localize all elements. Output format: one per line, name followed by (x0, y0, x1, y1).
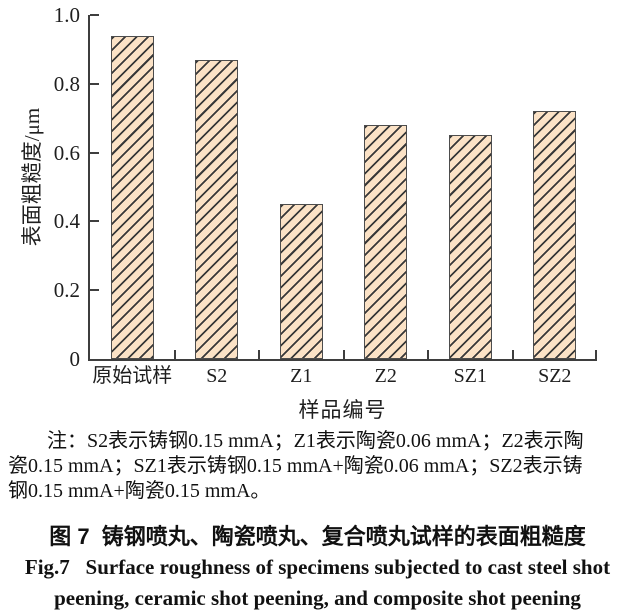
bar-SZ2 (533, 111, 577, 359)
x-tick-3 (342, 350, 345, 359)
caption-english-line-2: peening, ceramic shot peening, and compo… (54, 586, 581, 610)
bar-原始试样 (110, 35, 154, 359)
y-tick-0.4 (90, 220, 99, 223)
x-tick-label-Z1: Z1 (290, 365, 313, 387)
x-tick-4 (427, 350, 429, 359)
note-line-1: 注：S2表示铸钢0.15 mmA；Z1表示陶瓷0.06 mmA；Z2表示陶 (47, 430, 584, 452)
y-tick-label-0.4: 0.4 (53, 209, 80, 234)
note-line-3: 钢0.15 mmA+陶瓷0.15 mmA。 (8, 480, 271, 502)
x-tick-label-原始试样: 原始试样 (92, 365, 173, 387)
figure-note: 注：S2表示铸钢0.15 mmA；Z1表示陶瓷0.06 mmA；Z2表示陶 瓷0… (8, 429, 628, 504)
plot-area (88, 14, 597, 361)
bar-Z1 (279, 204, 323, 359)
y-tick-0.6 (90, 151, 99, 154)
x-tick-6 (595, 350, 597, 359)
y-tick-label-0: 0 (69, 347, 81, 371)
bar-SZ1 (448, 135, 492, 359)
caption-english: Fig.7 Surface roughness of specimens sub… (0, 552, 635, 614)
y-tick-0.8 (90, 82, 99, 85)
y-tick-label-0.8: 0.8 (53, 71, 80, 96)
x-tick-5 (511, 350, 514, 359)
y-tick-0.2 (90, 289, 99, 292)
y-tick-label-0.2: 0.2 (53, 278, 80, 303)
y-tick-label-1.0: 1.0 (53, 3, 80, 27)
caption-chinese: 图 7 铸钢喷丸、陶瓷喷丸、复合喷丸试样的表面粗糙度 (49, 524, 586, 549)
x-tick-label-SZ1: SZ1 (453, 365, 487, 387)
note-line-2: 瓷0.15 mmA；SZ1表示铸钢0.15 mmA+陶瓷0.06 mmA；SZ2… (8, 455, 583, 477)
x-tick-label-SZ2: SZ2 (538, 365, 572, 387)
y-tick-label-0.6: 0.6 (53, 140, 80, 165)
chart-region: 表面粗糙度/μm 样品编号 0 0.2 0.4 0.6 0.8 1.0 原始试样 S2 Z1 Z2… (20, 3, 597, 422)
x-tick-label-S2: S2 (206, 365, 228, 387)
caption-english-line-1: Fig.7 Surface roughness of specimens sub… (24, 555, 611, 579)
x-tick-label-Z2: Z2 (374, 365, 397, 387)
y-tick-1.0 (90, 14, 99, 16)
x-tick-1 (173, 350, 176, 359)
x-axis-title: 样品编号 (298, 398, 387, 422)
x-tick-2 (258, 350, 260, 359)
bar-S2 (195, 59, 239, 359)
bar-Z2 (364, 125, 408, 359)
